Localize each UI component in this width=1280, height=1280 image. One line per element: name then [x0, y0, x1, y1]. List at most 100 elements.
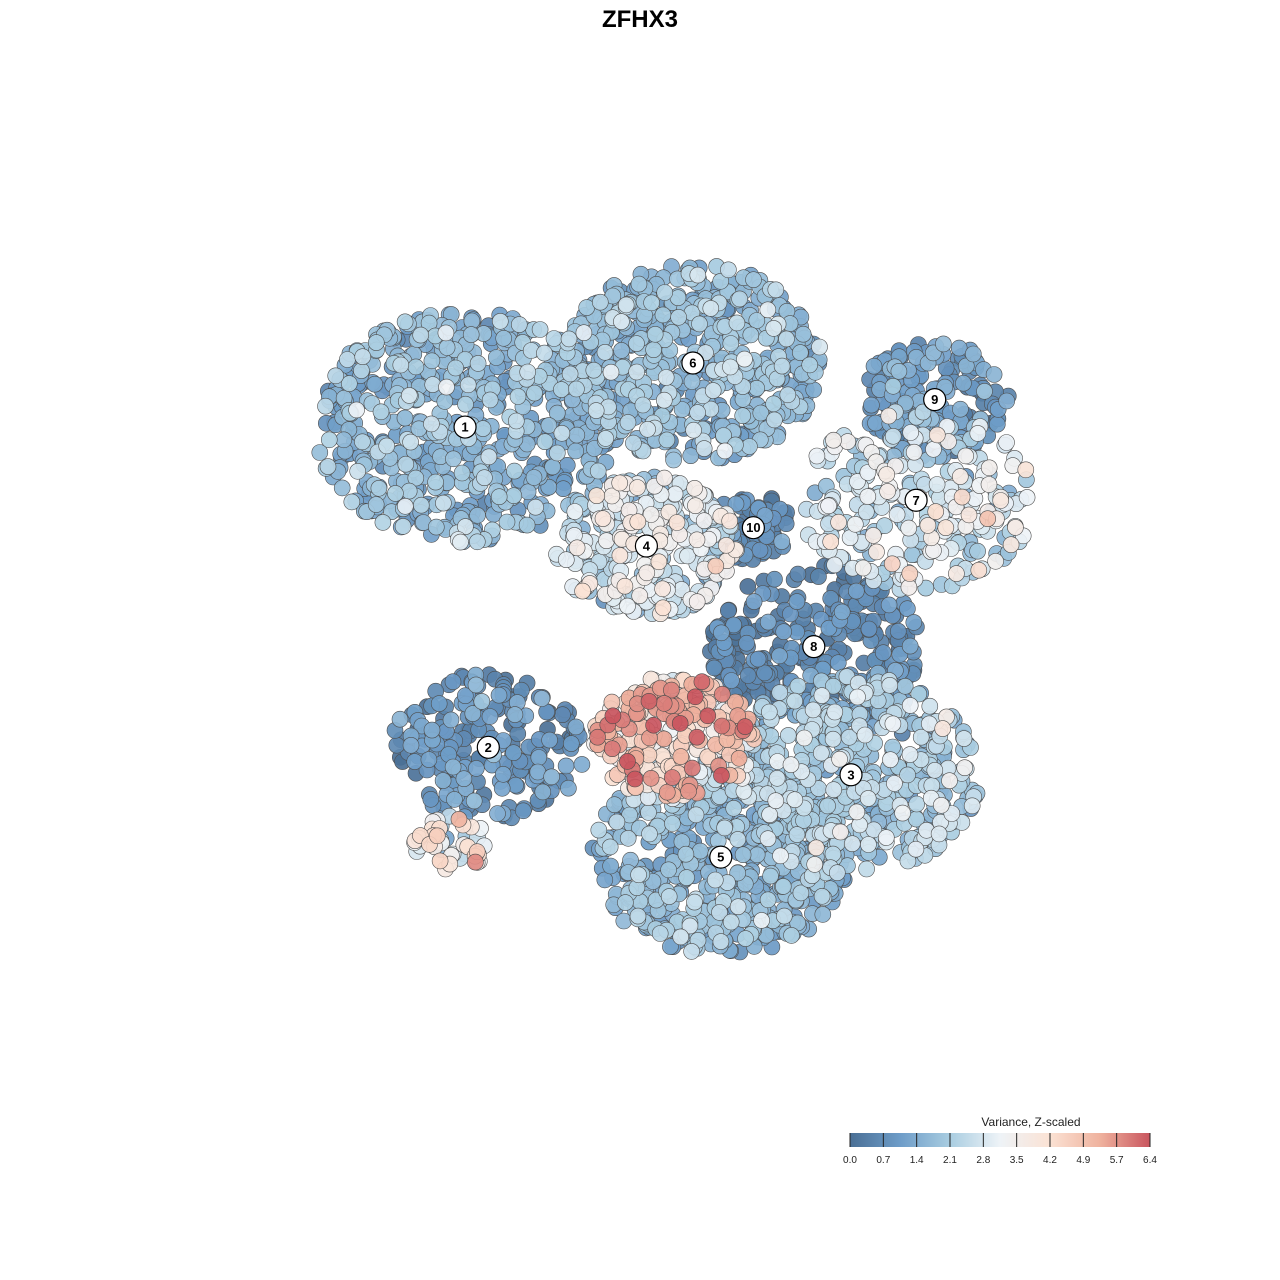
data-point — [424, 376, 442, 393]
data-point — [765, 395, 782, 413]
data-point — [489, 805, 506, 822]
data-point — [760, 703, 778, 721]
data-point — [725, 799, 743, 817]
data-point — [402, 433, 419, 451]
data-point — [882, 751, 899, 769]
data-point — [808, 447, 826, 465]
data-point — [480, 448, 498, 466]
data-point — [713, 717, 731, 735]
data-point — [629, 907, 647, 925]
data-point — [639, 420, 656, 438]
data-point — [717, 536, 735, 554]
data-point — [1018, 489, 1036, 506]
data-point — [467, 853, 484, 871]
data-point — [706, 871, 724, 889]
data-point — [963, 797, 981, 815]
data-point — [467, 676, 485, 694]
data-point — [686, 479, 703, 497]
data-point — [388, 736, 406, 754]
legend-tick-label: 5.7 — [1110, 1155, 1124, 1166]
data-point — [739, 667, 757, 684]
data-point — [662, 938, 679, 955]
data-point — [683, 943, 700, 960]
data-point — [956, 759, 974, 777]
data-point — [366, 375, 384, 393]
data-point — [883, 555, 901, 573]
data-point — [902, 424, 920, 441]
data-point — [656, 284, 674, 301]
legend-title: Variance, Z-scaled — [981, 1115, 1080, 1129]
data-point — [468, 533, 486, 551]
data-point — [778, 330, 795, 348]
data-point — [428, 827, 446, 845]
data-point — [737, 930, 754, 947]
data-point — [917, 579, 935, 597]
data-point — [396, 409, 414, 427]
data-point — [992, 492, 1010, 509]
data-point — [641, 825, 658, 843]
data-point — [509, 725, 527, 743]
data-point — [925, 440, 942, 458]
data-point — [767, 281, 785, 299]
data-point — [687, 497, 704, 515]
data-point — [619, 597, 636, 615]
data-point — [493, 779, 511, 797]
data-point — [596, 343, 614, 361]
data-point — [494, 765, 512, 783]
data-point — [832, 823, 849, 841]
data-point — [406, 753, 424, 770]
data-point — [930, 825, 948, 843]
data-point — [683, 373, 701, 390]
data-point — [540, 417, 558, 434]
data-point — [608, 813, 626, 831]
data-point — [908, 795, 926, 813]
data-point — [423, 415, 440, 433]
data-point — [702, 300, 720, 317]
data-point — [407, 358, 425, 376]
data-point — [615, 912, 633, 930]
data-point — [591, 293, 609, 311]
data-point — [469, 506, 486, 524]
data-point — [727, 495, 745, 513]
data-point — [731, 290, 748, 308]
data-point — [459, 376, 477, 394]
data-point — [554, 480, 572, 498]
data-point — [686, 893, 703, 911]
data-point — [707, 557, 725, 575]
data-point — [719, 602, 737, 619]
data-point — [884, 427, 902, 445]
data-point — [543, 768, 560, 786]
data-point — [679, 547, 696, 565]
data-point — [907, 840, 925, 858]
data-point — [396, 497, 414, 515]
data-point — [490, 686, 508, 704]
data-point — [481, 708, 499, 725]
data-point — [752, 404, 770, 422]
data-point — [444, 758, 462, 776]
cluster-label-2: 2 — [485, 740, 492, 755]
data-point — [640, 804, 657, 821]
data-point — [1017, 461, 1035, 479]
data-point — [814, 906, 832, 923]
data-point — [833, 603, 851, 621]
data-point — [594, 510, 612, 527]
data-point — [544, 458, 561, 476]
data-point — [402, 736, 420, 754]
data-point — [901, 697, 919, 714]
data-point — [894, 804, 911, 822]
data-point — [884, 377, 902, 395]
data-point — [771, 647, 788, 665]
data-point — [759, 613, 777, 631]
cluster-badge-8 — [802, 635, 826, 659]
data-point — [748, 312, 766, 329]
data-point — [536, 433, 554, 451]
data-point — [691, 315, 708, 333]
data-point — [465, 792, 483, 810]
data-point — [729, 898, 747, 916]
data-point — [783, 927, 800, 944]
data-point — [427, 518, 445, 536]
data-point — [768, 769, 786, 787]
data-point — [370, 479, 388, 497]
data-point — [354, 433, 371, 451]
data-point — [394, 518, 412, 535]
